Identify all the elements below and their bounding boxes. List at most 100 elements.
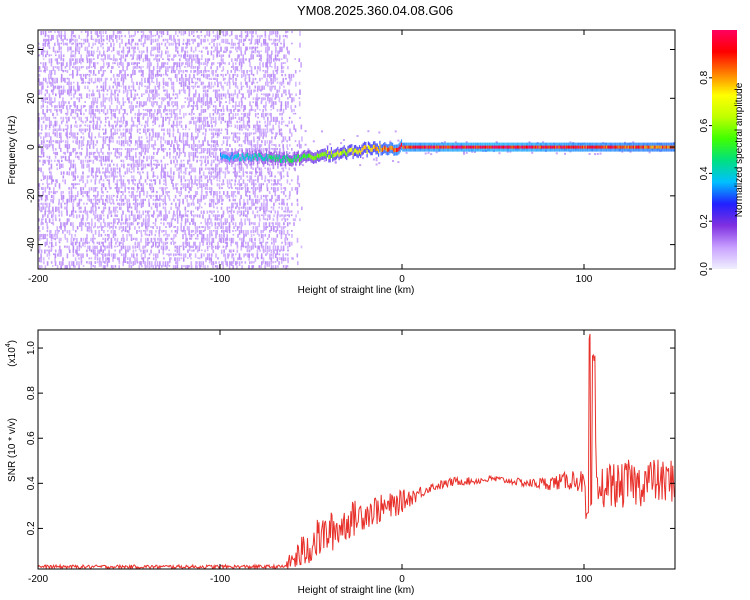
spectrogram-cell: [229, 97, 231, 101]
spectrogram-cell: [136, 245, 139, 249]
spectrogram-cell: [96, 89, 99, 92]
spectrogram-cell: [115, 148, 117, 152]
spectrogram-cell: [230, 210, 233, 215]
spectrogram-cell: [92, 233, 95, 238]
spectrogram-cell: [108, 148, 110, 151]
spectrogram-cell: [189, 163, 191, 169]
spectrogram-cell: [181, 46, 183, 52]
spectrogram-cell: [156, 54, 159, 58]
spectrogram-cell: [246, 70, 248, 74]
spectrogram-cell: [112, 210, 115, 213]
spectrogram-cell: [212, 109, 215, 112]
spectrogram-cell: [246, 81, 248, 87]
spectrogram-cell: [182, 31, 185, 36]
spectrogram-cell: [88, 109, 91, 114]
spectrogram-cell: [215, 253, 217, 258]
spectrogram-cell: [102, 128, 104, 131]
spectrogram-cell: [293, 222, 295, 226]
spectrogram-cell: [45, 77, 47, 83]
spectrogram-cell: [216, 206, 218, 210]
spectrogram-cell: [216, 179, 218, 182]
spectrogram-cell: [268, 210, 270, 213]
spectrogram-cell: [144, 253, 146, 259]
spectrogram-cell: [201, 226, 203, 228]
spectrogram-cell: [80, 124, 82, 127]
spectrogram-cell: [156, 89, 158, 95]
spectrogram-cell: [120, 183, 123, 189]
spectrogram-cell: [74, 89, 77, 95]
spectrogram-cell: [94, 202, 97, 208]
spectrogram-cell: [114, 237, 116, 241]
spectrogram-cell: [60, 140, 62, 143]
spectrogram-cell: [138, 120, 141, 126]
spectrogram-cell: [249, 62, 251, 68]
spectrogram-cell: [291, 120, 293, 124]
spectrogram-cell: [156, 202, 159, 208]
spectrogram-cell: [213, 38, 215, 42]
spectrogram-cell: [118, 151, 120, 156]
spectrogram-cell: [88, 66, 90, 69]
spectrogram-cell: [285, 54, 287, 59]
spectrogram-cell: [154, 109, 156, 113]
spectrogram-cell: [210, 132, 213, 135]
spectrogram-cell: [204, 218, 207, 223]
spectrogram-cell: [200, 112, 202, 116]
spectrogram-cell: [156, 194, 158, 201]
spectrogram-cell: [252, 34, 254, 38]
spectrogram-cell: [166, 245, 168, 250]
spectrogram-cell: [206, 237, 208, 242]
spectrogram-cell: [187, 159, 189, 165]
spectrogram-cell: [101, 226, 103, 231]
spectrogram-cell: [188, 171, 191, 176]
spectrogram-cell: [143, 222, 145, 226]
spectrogram-cell: [38, 144, 41, 147]
spectrogram-cell: [465, 151, 468, 154]
spectrogram-cell: [252, 167, 254, 170]
spectrogram-cell: [218, 237, 221, 242]
spectrogram-cell: [186, 50, 189, 54]
spectrogram-cell: [272, 77, 274, 83]
spectrogram-cell: [260, 89, 262, 92]
spectrogram-cell: [154, 163, 156, 167]
spectrogram-cell: [110, 116, 113, 120]
spectrogram-cell: [119, 62, 121, 66]
spectrogram-cell: [232, 257, 235, 262]
spectrogram-cell: [240, 124, 243, 129]
spectrogram-cell: [182, 214, 185, 218]
spectrogram-cell: [239, 269, 241, 275]
spectrogram-cell: [38, 237, 41, 241]
spectrogram-cell: [110, 42, 112, 48]
spectrogram-cell: [178, 136, 181, 142]
spectrogram-cell: [221, 148, 223, 150]
spectrogram-cell: [80, 77, 83, 81]
spectrogram-cell: [108, 140, 111, 144]
spectrogram-cell: [134, 226, 136, 230]
spectrogram-cell: [132, 202, 135, 205]
spectrogram-cell: [124, 132, 126, 137]
spectrogram-cell: [96, 175, 99, 177]
spectrogram-cell: [147, 116, 149, 122]
spectrogram-cell: [58, 42, 60, 48]
spectrogram-cell: [94, 249, 96, 255]
spectrogram-cell: [220, 226, 222, 229]
spectrogram-cell: [179, 194, 181, 197]
spectrogram-cell: [40, 31, 42, 36]
spectrogram-cell: [185, 140, 187, 146]
spectrogram-cell: [222, 179, 225, 183]
spectrogram-cell: [54, 109, 56, 111]
spectrogram-cell: [140, 151, 142, 157]
spectrogram-cell: [148, 144, 151, 149]
spectrogram-cell: [254, 132, 257, 135]
spectrogram-cell: [228, 171, 230, 174]
spectrogram-cell: [265, 202, 267, 209]
spectrogram-cell: [242, 85, 245, 88]
spectrogram-cell: [201, 187, 203, 193]
spectrogram-cell: [230, 218, 233, 223]
spectrogram-cell: [154, 34, 157, 37]
spectrogram-cell: [180, 183, 183, 186]
spectrogram-cell: [244, 206, 247, 212]
spectrogram-cell: [244, 105, 246, 111]
spectrogram-cell: [138, 241, 141, 247]
spectrogram-cell: [96, 245, 98, 250]
spectrogram-cell: [60, 34, 62, 40]
